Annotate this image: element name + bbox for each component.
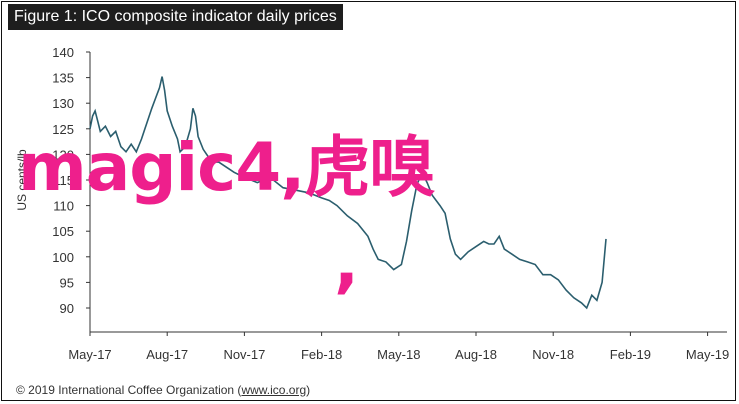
- ico-website-link[interactable]: www.ico.org: [241, 383, 307, 397]
- y-axis-label: US cents/lb: [15, 149, 29, 211]
- copyright-footer: © 2019 International Coffee Organization…: [16, 383, 310, 397]
- y-tick-label: 105: [52, 224, 74, 239]
- y-tick-label: 90: [60, 301, 74, 316]
- y-tick-label: 100: [52, 250, 74, 265]
- chart-axes: [89, 52, 727, 333]
- y-tick-label: 140: [52, 45, 74, 60]
- footer-suffix: ): [306, 383, 311, 397]
- watermark-overlay: magic4,虎嗅: [18, 129, 435, 206]
- x-tick-label: Aug-17: [146, 347, 188, 362]
- x-tick-label: Feb-18: [301, 347, 342, 362]
- y-tick-label: 135: [52, 71, 74, 86]
- x-tick-label: Nov-17: [223, 347, 265, 362]
- x-tick-label: May-17: [68, 347, 111, 362]
- y-tick-label: 125: [52, 122, 74, 137]
- y-tick-label: 130: [52, 96, 74, 111]
- y-tick-labels: 90 95 100 105 110 115 120 125 130 135 140: [52, 45, 90, 316]
- footer-prefix: © 2019 International Coffee Organization…: [16, 383, 242, 397]
- y-tick-label: 110: [53, 199, 74, 214]
- y-tick-label: 95: [60, 275, 74, 290]
- x-tick-label: Feb-19: [610, 347, 651, 362]
- y-tick-label: 120: [52, 147, 74, 162]
- x-tick-label: Nov-18: [532, 347, 574, 362]
- x-tick-label: May-19: [686, 347, 729, 362]
- x-tick-label: Aug-18: [455, 347, 497, 362]
- watermark-overlay-comma: ,: [334, 224, 360, 301]
- figure-title: Figure 1: ICO composite indicator daily …: [8, 4, 343, 30]
- y-tick-label: 115: [53, 173, 74, 188]
- x-tick-labels: May-17 Aug-17 Nov-17 Feb-18 May-18 Aug-18 Nov-…: [68, 332, 729, 362]
- x-tick-label: May-18: [377, 347, 420, 362]
- price-series-line: [89, 76, 607, 310]
